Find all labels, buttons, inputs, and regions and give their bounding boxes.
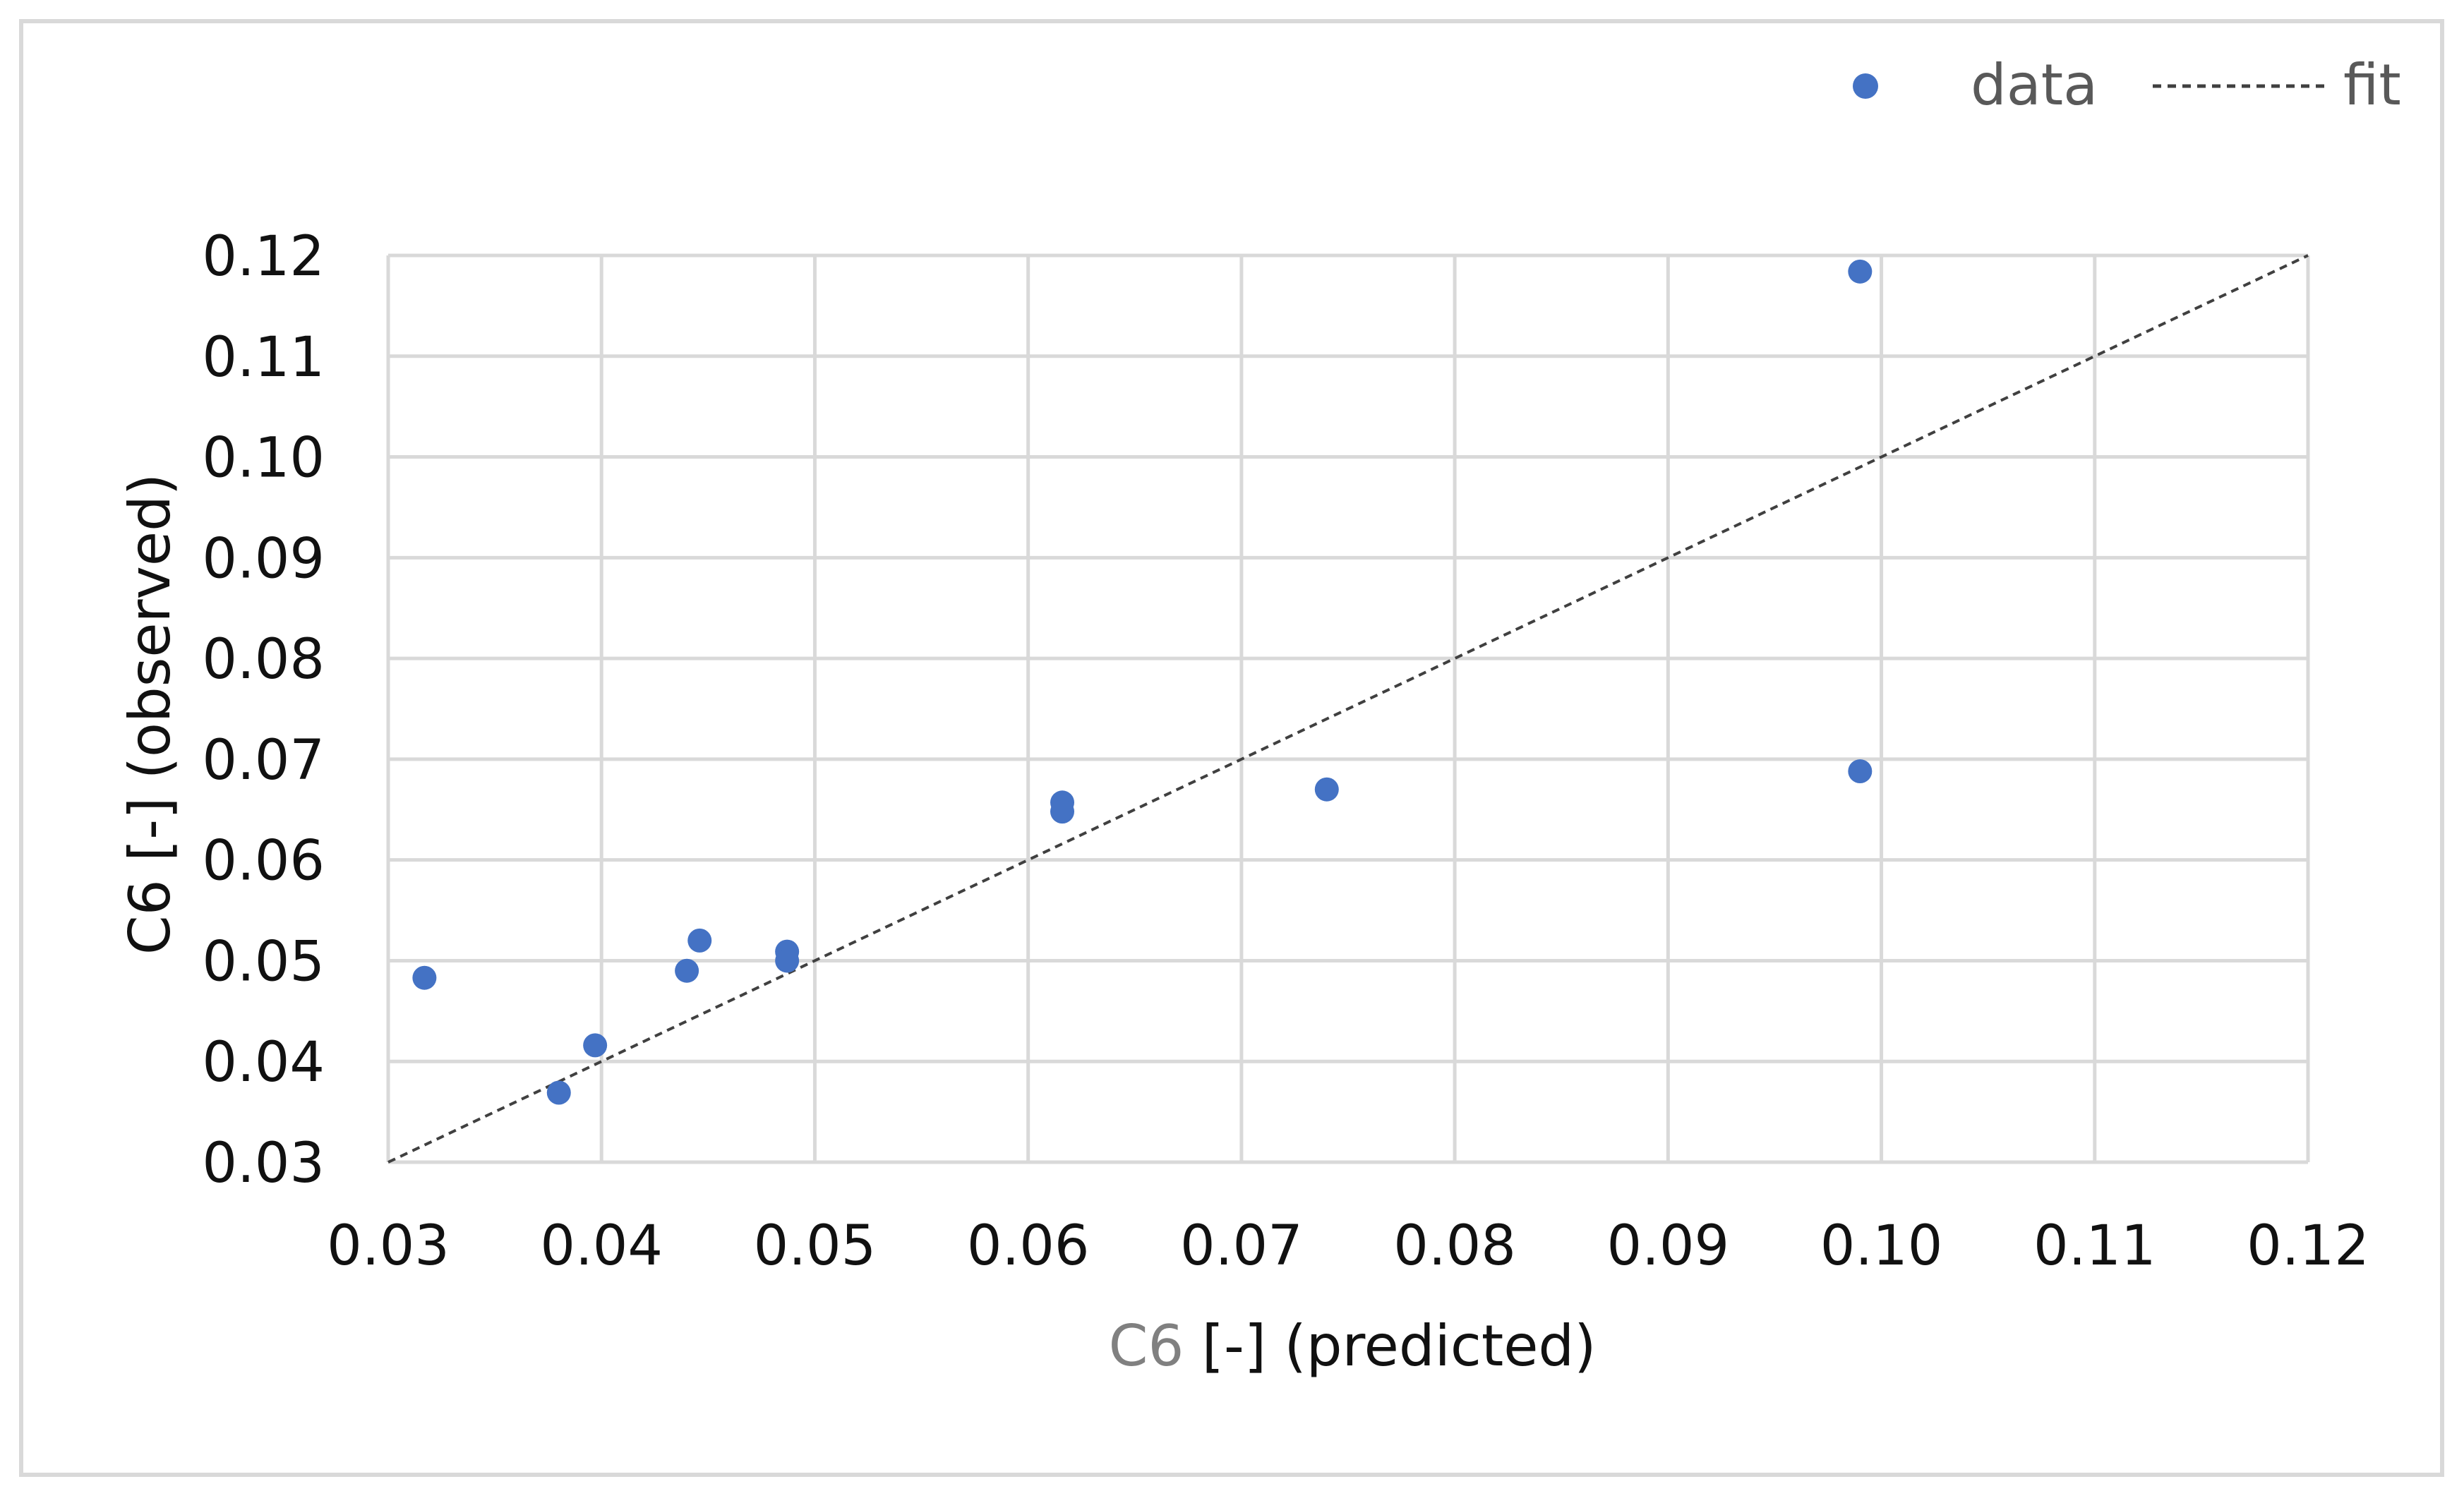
x-axis-title: C6 [-] (predicted) [1109, 1313, 1597, 1379]
data-point [1050, 799, 1075, 824]
x-tick-label: 0.05 [754, 1214, 877, 1278]
y-axis-ticks: 0.03 0.04 0.05 0.06 0.07 0.08 0.09 0.10 0.11 0.12 [202, 225, 325, 1195]
x-tick-label: 0.04 [540, 1214, 663, 1278]
legend: data fit [1853, 52, 2401, 118]
x-axis-ticks: 0.03 0.04 0.05 0.06 0.07 0.08 0.09 0.10 0.11 0.12 [327, 1214, 2369, 1278]
legend-data-marker [1853, 73, 1878, 99]
x-tick-label: 0.11 [2033, 1214, 2156, 1278]
data-point [546, 1080, 571, 1105]
x-axis-title-rest: [-] (predicted) [1184, 1313, 1596, 1379]
fit-line [387, 254, 2309, 1164]
x-tick-label: 0.09 [1606, 1214, 1729, 1278]
y-tick-label: 0.07 [202, 729, 325, 792]
y-tick-label: 0.12 [202, 225, 325, 289]
x-tick-label: 0.07 [1180, 1214, 1303, 1278]
y-tick-label: 0.06 [202, 830, 325, 893]
y-tick-label: 0.10 [202, 427, 325, 490]
x-tick-label: 0.08 [1393, 1214, 1516, 1278]
data-point [1848, 759, 1873, 784]
data-point [1848, 259, 1873, 284]
x-tick-label: 0.10 [1820, 1214, 1943, 1278]
gridlines [386, 253, 2310, 1164]
x-tick-label: 0.12 [2247, 1214, 2369, 1278]
y-tick-label: 0.11 [202, 326, 325, 390]
legend-fit-label: fit [2343, 52, 2401, 118]
series-layer [387, 254, 2309, 1164]
y-tick-label: 0.09 [202, 527, 325, 591]
data-point [412, 965, 437, 990]
data-point [687, 928, 712, 953]
data-point [1314, 777, 1339, 802]
data-point [583, 1033, 608, 1058]
y-tick-label: 0.08 [202, 628, 325, 692]
x-tick-label: 0.06 [967, 1214, 1090, 1278]
x-axis-title-var: C6 [1109, 1313, 1184, 1379]
y-axis-title: C6 [-] (observed) [117, 473, 183, 955]
y-tick-label: 0.05 [202, 930, 325, 994]
y-tick-label: 0.03 [202, 1132, 325, 1195]
chart-border [19, 19, 2444, 1477]
x-tick-label: 0.03 [327, 1214, 450, 1278]
data-point [775, 948, 800, 973]
data-point [675, 958, 699, 983]
legend-data-label: data [1971, 52, 2098, 118]
y-tick-label: 0.04 [202, 1031, 325, 1094]
